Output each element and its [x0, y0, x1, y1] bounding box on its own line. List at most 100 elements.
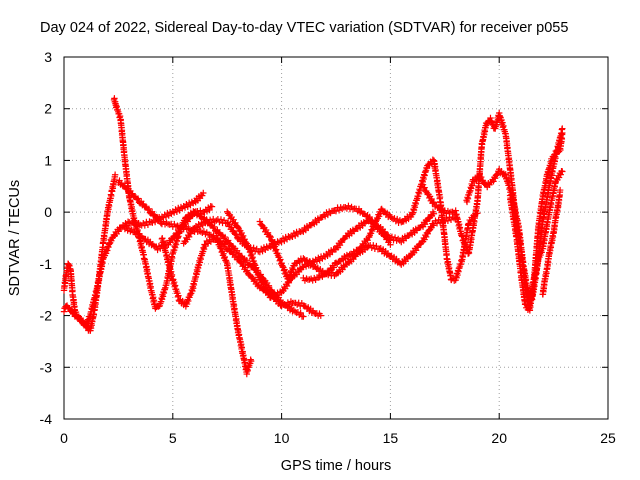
- data-point: [234, 224, 242, 231]
- series-arc4: [115, 177, 324, 319]
- data-points: [60, 95, 566, 378]
- y-tick-label: 2: [44, 101, 52, 117]
- y-axis-label: SDTVAR / TECUs: [7, 180, 23, 296]
- data-point: [297, 309, 304, 317]
- data-point: [493, 171, 500, 178]
- data-point: [144, 221, 152, 229]
- data-point: [548, 157, 556, 164]
- data-point: [228, 224, 235, 231]
- data-point: [208, 219, 215, 226]
- data-point: [429, 198, 437, 206]
- data-point: [208, 203, 216, 210]
- data-point: [271, 243, 279, 250]
- y-tick-label: -2: [40, 308, 53, 324]
- data-point: [414, 244, 422, 251]
- data-point: [238, 229, 245, 237]
- series-arc2: [60, 189, 207, 330]
- data-point: [185, 233, 193, 241]
- data-point: [306, 276, 313, 283]
- data-point: [388, 233, 396, 241]
- data-point: [364, 237, 371, 244]
- x-tick-label: 25: [600, 430, 616, 446]
- data-point: [222, 257, 230, 264]
- data-point: [332, 207, 340, 215]
- data-point: [559, 168, 566, 175]
- data-point: [430, 210, 438, 217]
- data-point: [219, 247, 226, 255]
- data-point: [338, 239, 346, 246]
- y-tick-label: 3: [44, 49, 52, 65]
- data-point: [330, 264, 338, 271]
- y-tick-label: -1: [40, 256, 53, 272]
- data-point: [239, 232, 247, 240]
- data-point: [319, 273, 326, 280]
- data-point: [256, 218, 264, 225]
- data-point: [213, 234, 221, 242]
- data-point: [267, 233, 274, 241]
- x-axis-label: GPS time / hours: [281, 458, 391, 474]
- series-arc7: [180, 202, 394, 256]
- data-point: [345, 202, 352, 209]
- data-point: [265, 282, 273, 289]
- series-arc3: [110, 95, 216, 312]
- plot-frame: [63, 56, 609, 420]
- data-point: [220, 250, 227, 257]
- data-point: [550, 154, 557, 161]
- data-point: [444, 217, 452, 224]
- series-arc9: [256, 213, 459, 283]
- data-point: [433, 220, 441, 227]
- data-point: [200, 189, 207, 197]
- data-point: [156, 215, 163, 223]
- data-point: [491, 175, 499, 182]
- data-point: [115, 228, 122, 235]
- data-point: [556, 186, 564, 194]
- data-point: [76, 314, 83, 322]
- data-point: [262, 283, 269, 291]
- data-point: [200, 218, 208, 226]
- series-arc8: [224, 208, 438, 301]
- data-point: [373, 242, 380, 250]
- y-tick-label: -4: [40, 411, 53, 427]
- data-point: [197, 207, 204, 214]
- data-point: [221, 253, 228, 261]
- x-tick-label: 0: [60, 430, 68, 446]
- data-point: [146, 218, 153, 225]
- data-point: [421, 184, 428, 191]
- data-point: [214, 237, 222, 245]
- x-tick-label: 5: [169, 430, 177, 446]
- data-point: [272, 246, 280, 253]
- data-point: [221, 233, 229, 241]
- series-arc13: [506, 129, 566, 314]
- data-point: [478, 173, 485, 181]
- tick-labels: 0 5 10 15 20 25 -4 -3 -2 -1 0 1 2 3: [40, 49, 616, 446]
- y-tick-label: 0: [44, 204, 52, 220]
- data-point: [210, 223, 218, 231]
- series-arc14: [539, 186, 564, 298]
- data-point: [370, 242, 377, 249]
- data-point: [206, 206, 213, 214]
- data-point: [145, 205, 153, 212]
- series-arc6: [158, 234, 255, 378]
- data-point: [317, 312, 324, 319]
- data-point: [300, 313, 307, 320]
- data-point: [559, 129, 566, 137]
- data-point: [123, 185, 131, 192]
- y-tick-label: -3: [40, 359, 53, 375]
- x-tick-label: 20: [491, 430, 507, 446]
- data-point: [277, 256, 284, 263]
- data-point: [243, 267, 251, 274]
- data-point: [217, 216, 225, 223]
- x-tick-label: 10: [274, 430, 290, 446]
- data-point: [190, 226, 197, 233]
- data-point: [351, 250, 359, 257]
- data-point: [111, 171, 119, 178]
- data-point: [247, 357, 255, 365]
- data-point: [134, 195, 142, 202]
- data-point: [266, 232, 274, 240]
- x-tick-label: 15: [383, 430, 399, 446]
- data-point: [283, 282, 291, 290]
- chart-title: Day 024 of 2022, Sidereal Day-to-day VTE…: [40, 20, 568, 36]
- data-point: [243, 257, 250, 264]
- data-point: [264, 229, 272, 236]
